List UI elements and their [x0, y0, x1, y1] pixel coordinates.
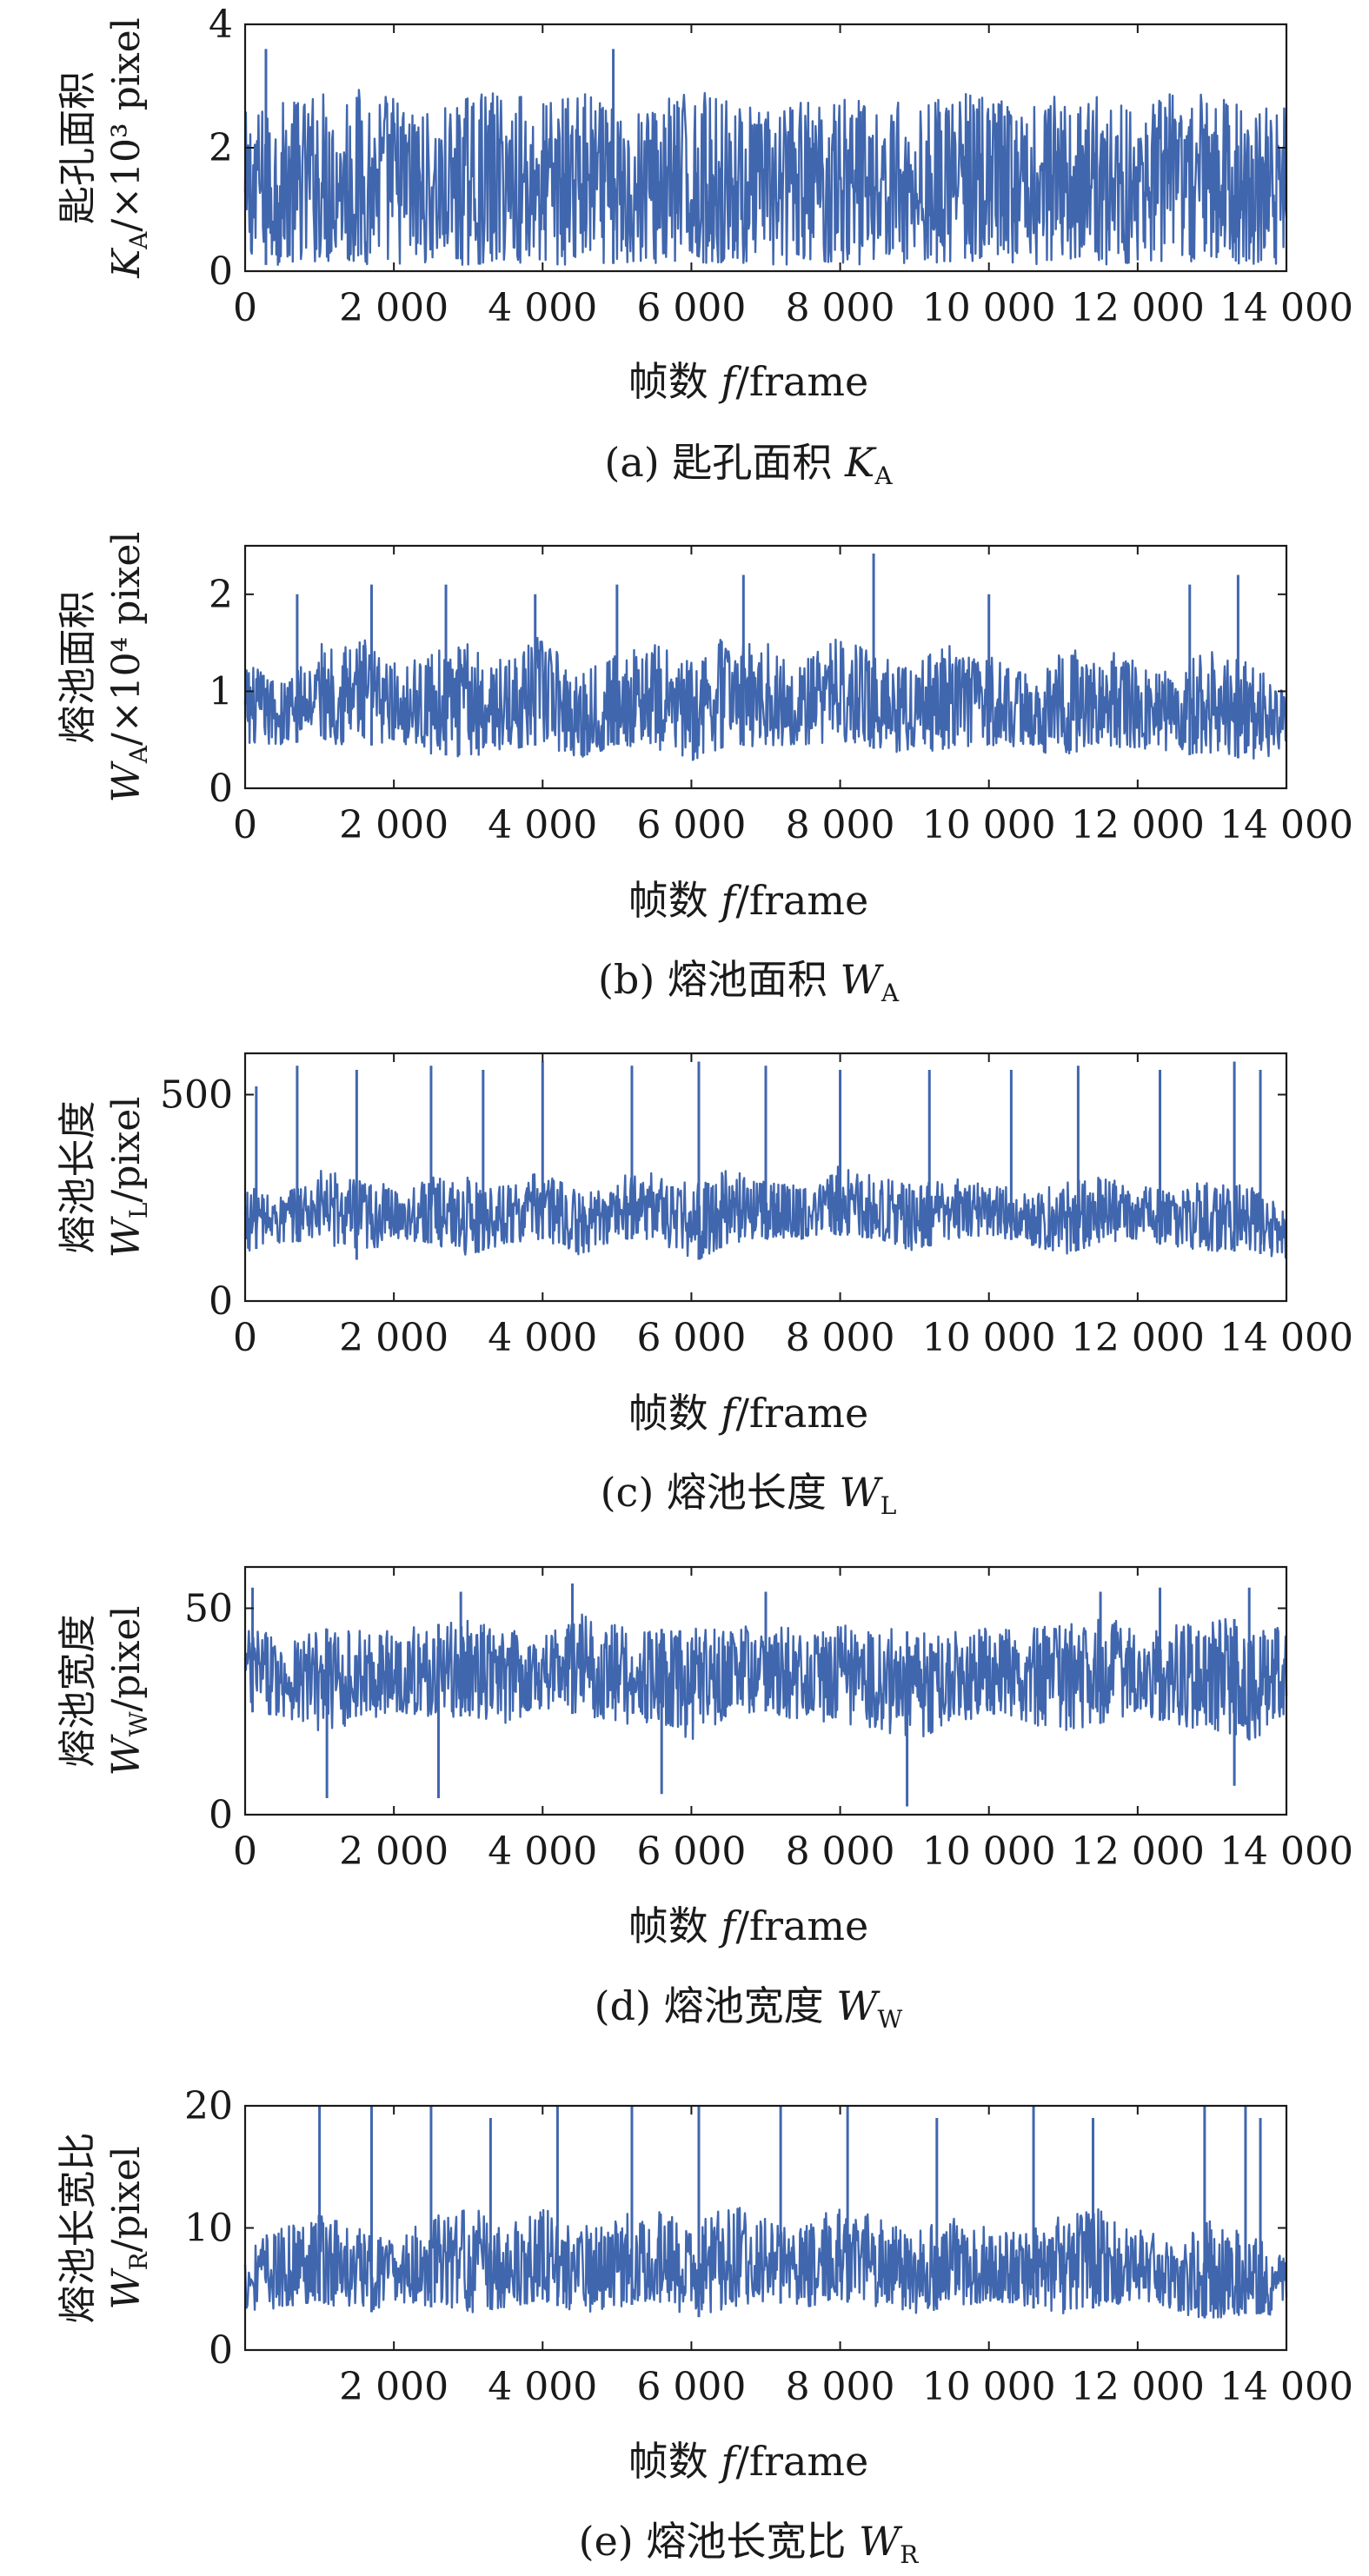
series-line — [243, 636, 1288, 761]
y-axis-label: 熔池宽度 WW/pixel — [56, 1605, 153, 1776]
y-axis-label-name: 熔池面积 — [56, 591, 100, 744]
chart-panel-e: 2 000 4 000 6 000 8 000 10 000 12 000 14 000 0 1… — [56, 2084, 1353, 2569]
panel-caption: (e) 熔池长宽比 WR — [579, 2518, 920, 2569]
y-axis-label-unit: WL/pixel — [104, 1097, 153, 1258]
y-axis-label-unit: KA/×10³ pixel — [104, 17, 153, 279]
x-tick-label: 14 000 — [1219, 1829, 1353, 1874]
x-tick-label: 12 000 — [1071, 1316, 1205, 1360]
y-axis-label-name: 熔池宽度 — [56, 1615, 100, 1768]
y-tick-label: 0 — [209, 1793, 233, 1837]
y-axis-label-name: 熔池长宽比 — [56, 2133, 100, 2324]
chart-panel-d: 0 2 000 4 000 6 000 8 000 10 000 12 000 14 000 0… — [56, 1565, 1353, 2034]
plot-frame — [243, 544, 1288, 790]
x-tick-label: 2 000 — [339, 803, 449, 847]
x-tick-label: 6 000 — [636, 1829, 746, 1874]
x-tick-label: 0 — [233, 803, 257, 847]
x-tick-label: 0 — [233, 286, 257, 330]
x-axis-label: 帧数 f/frame — [628, 1390, 868, 1437]
x-tick-label: 12 000 — [1071, 1829, 1205, 1874]
x-tick-label: 12 000 — [1071, 803, 1205, 847]
x-tick-label: 12 000 — [1071, 2365, 1205, 2409]
x-tick-label: 0 — [233, 1316, 257, 1360]
y-axis-label-unit: WA/×10⁴ pixel — [104, 532, 153, 803]
panel-caption: (c) 熔池长度 WL — [601, 1469, 897, 1520]
y-axis-label-unit: WW/pixel — [104, 1605, 153, 1776]
x-tick-label: 2 000 — [339, 286, 449, 330]
x-tick-label: 14 000 — [1219, 803, 1353, 847]
x-tick-label: 0 — [233, 1829, 257, 1874]
x-axis-label: 帧数 f/frame — [628, 877, 868, 924]
y-axis-label-name: 熔池长度 — [56, 1101, 100, 1254]
x-tick-label: 8 000 — [786, 1316, 895, 1360]
x-tick-label: 8 000 — [786, 1829, 895, 1874]
x-tick-label: 2 000 — [339, 1316, 449, 1360]
x-tick-label: 6 000 — [636, 1316, 746, 1360]
y-tick-label: 0 — [209, 1279, 233, 1324]
y-tick-label: 20 — [184, 2084, 233, 2128]
x-tick-label: 12 000 — [1071, 286, 1205, 330]
x-tick-label: 8 000 — [786, 2365, 895, 2409]
y-tick-label: 0 — [209, 767, 233, 811]
x-tick-label: 14 000 — [1219, 286, 1353, 330]
x-tick-label: 8 000 — [786, 803, 895, 847]
y-axis-label: 熔池长度 WL/pixel — [56, 1097, 153, 1258]
plot-frame — [243, 1052, 1288, 1303]
chart-panel-c: 0 2 000 4 000 6 000 8 000 10 000 12 000 14 000 0… — [56, 1052, 1353, 1520]
x-tick-label: 14 000 — [1219, 1316, 1353, 1360]
panel-caption: (b) 熔池面积 WA — [598, 956, 900, 1007]
x-tick-label: 10 000 — [922, 803, 1056, 847]
plot-frame — [243, 1565, 1288, 1816]
x-tick-label: 8 000 — [786, 286, 895, 330]
y-tick-label: 0 — [209, 249, 233, 294]
x-tick-label: 10 000 — [922, 286, 1056, 330]
panel-caption: (a) 匙孔面积 KA — [604, 439, 893, 490]
series-line — [243, 89, 1288, 266]
x-tick-label: 4 000 — [488, 803, 597, 847]
y-tick-label: 500 — [160, 1073, 233, 1118]
chart-panel-b: 0 2 000 4 000 6 000 8 000 10 000 12 000 14 000 0… — [56, 532, 1353, 1007]
y-axis-label-unit: WR/pixel — [104, 2146, 153, 2309]
x-axis-label: 帧数 f/frame — [628, 2438, 868, 2485]
series-line — [243, 2207, 1288, 2319]
y-axis-label: 熔池长宽比 WR/pixel — [56, 2133, 153, 2324]
y-tick-label: 50 — [184, 1587, 233, 1631]
x-tick-label: 10 000 — [922, 1316, 1056, 1360]
y-tick-label: 2 — [209, 126, 233, 170]
x-tick-label: 4 000 — [488, 1316, 597, 1360]
x-tick-label: 6 000 — [636, 2365, 746, 2409]
x-tick-label: 4 000 — [488, 1829, 597, 1874]
y-tick-label: 1 — [209, 669, 233, 714]
x-tick-label: 2 000 — [339, 2365, 449, 2409]
x-axis-label: 帧数 f/frame — [628, 358, 868, 405]
y-tick-label: 2 — [209, 573, 233, 617]
x-tick-label: 2 000 — [339, 1829, 449, 1874]
x-tick-label: 4 000 — [488, 286, 597, 330]
y-tick-label: 10 — [184, 2207, 233, 2251]
y-axis-label-name: 匙孔面积 — [56, 71, 100, 224]
x-tick-label: 10 000 — [922, 1829, 1056, 1874]
panel-caption: (d) 熔池宽度 WW — [595, 1982, 903, 2034]
x-tick-label: 6 000 — [636, 803, 746, 847]
x-tick-label: 6 000 — [636, 286, 746, 330]
x-tick-label: 10 000 — [922, 2365, 1056, 2409]
y-tick-label: 0 — [209, 2328, 233, 2373]
y-tick-label: 4 — [209, 3, 233, 47]
x-tick-label: 4 000 — [488, 2365, 597, 2409]
x-axis-label: 帧数 f/frame — [628, 1902, 868, 1949]
x-tick-label: 14 000 — [1219, 2365, 1353, 2409]
chart-panel-a: 0 2 000 4 000 6 000 8 000 10 000 12 000 14 000 0… — [56, 3, 1353, 490]
